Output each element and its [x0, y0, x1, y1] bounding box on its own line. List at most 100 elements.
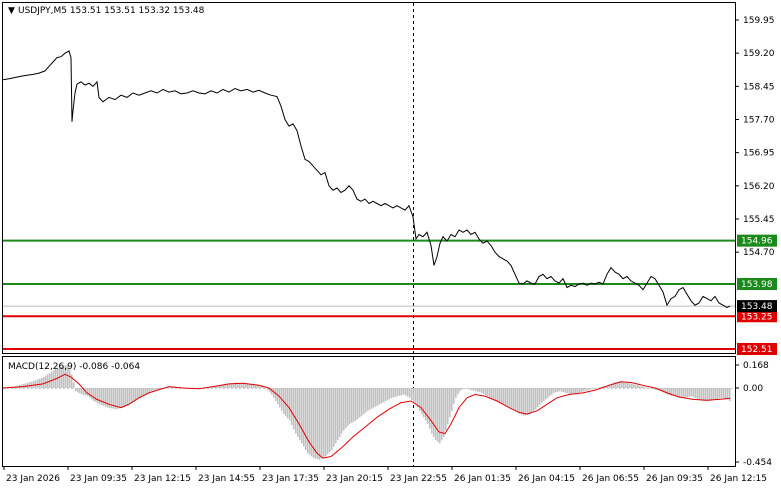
- macd-bar: [337, 388, 339, 441]
- macd-bar: [449, 388, 451, 418]
- macd-bar: [95, 388, 97, 403]
- macd-bar: [553, 388, 555, 393]
- x-tick-label-10: 26 Jan 09:35: [646, 474, 703, 484]
- macd-bar: [91, 388, 93, 400]
- macd-bar: [621, 381, 623, 388]
- macd-bar: [689, 388, 691, 397]
- macd-bar: [137, 388, 139, 400]
- macd-bar: [695, 388, 697, 399]
- macd-bar: [535, 388, 537, 410]
- macd-bar: [627, 382, 629, 388]
- macd-bar: [643, 386, 645, 388]
- macd-bar: [135, 388, 137, 401]
- macd-bar: [635, 384, 637, 388]
- macd-bar: [373, 388, 375, 408]
- macd-bar: [367, 388, 369, 411]
- macd-bar: [543, 388, 545, 402]
- macd-bar: [153, 388, 155, 391]
- macd-bar: [107, 388, 109, 408]
- macd-bar: [127, 388, 129, 406]
- macd-bar: [645, 387, 647, 388]
- macd-bar: [167, 387, 169, 388]
- macd-bar: [37, 379, 39, 388]
- macd-bar: [419, 388, 421, 411]
- macd-bar: [491, 388, 493, 399]
- macd-bar: [551, 388, 553, 395]
- macd-bar: [231, 383, 233, 388]
- macd-bar: [509, 388, 511, 409]
- macd-bar: [277, 388, 279, 405]
- macd-bar: [723, 388, 725, 399]
- macd-bar: [141, 388, 143, 397]
- macd-bar: [71, 374, 73, 388]
- macd-bar: [545, 388, 547, 400]
- macd-bar: [631, 383, 633, 388]
- macd-bar: [97, 388, 99, 404]
- x-tick-label-8: 26 Jan 04:15: [518, 474, 575, 484]
- x-tick-label-1: 23 Jan 09:35: [70, 474, 127, 484]
- macd-bar: [579, 388, 581, 393]
- macd-bar: [361, 388, 363, 416]
- macd-bar: [453, 388, 455, 405]
- macd-bar: [301, 388, 303, 444]
- macd-bar: [41, 377, 43, 388]
- y-tick-label-7: 154.70: [743, 248, 775, 258]
- macd-bar: [339, 388, 341, 437]
- macd-bar: [81, 388, 83, 395]
- macd-bar: [563, 388, 565, 393]
- macd-bar: [291, 388, 293, 425]
- macd-bar: [503, 388, 505, 405]
- macd-bar: [463, 388, 465, 389]
- macd-bar: [329, 388, 331, 453]
- macd-bar: [647, 387, 649, 389]
- y-tick-label-6: 155.45: [743, 215, 775, 225]
- macd-bar: [421, 388, 423, 415]
- macd-bar: [263, 387, 265, 388]
- macd-bar: [581, 388, 583, 392]
- macd-bar: [305, 388, 307, 450]
- macd-bar: [587, 388, 589, 391]
- macd-bar: [469, 388, 471, 390]
- macd-bar: [253, 384, 255, 388]
- macd-bar: [669, 388, 671, 396]
- macd-bar: [397, 388, 399, 397]
- macd-bar: [561, 388, 563, 392]
- macd-bar: [297, 388, 299, 437]
- macd-bar: [667, 388, 669, 395]
- macd-bar: [393, 388, 395, 398]
- macd-bar: [653, 388, 655, 390]
- macd-bar: [707, 388, 709, 402]
- macd-bar: [73, 382, 75, 388]
- macd-bar: [649, 388, 651, 389]
- symbol-dropdown-icon[interactable]: ▼: [8, 6, 15, 16]
- macd-bar: [89, 388, 91, 398]
- macd-bar: [529, 388, 531, 415]
- macd-bar: [499, 388, 501, 403]
- macd-bar: [341, 388, 343, 434]
- macd-bar: [377, 388, 379, 406]
- x-tick-label-5: 23 Jan 20:15: [326, 474, 383, 484]
- macd-bar: [101, 388, 103, 406]
- macd-bar: [719, 388, 721, 399]
- macd-bar: [485, 388, 487, 396]
- macd-bar: [599, 387, 601, 388]
- macd-bar: [729, 388, 731, 402]
- macd-bar: [365, 388, 367, 413]
- macd-bar: [691, 388, 693, 397]
- macd-bar: [93, 388, 95, 402]
- macd-bar: [513, 388, 515, 411]
- macd-bar: [461, 388, 463, 390]
- macd-bar: [495, 388, 497, 401]
- macd-bar: [257, 384, 259, 388]
- macd-bar: [431, 388, 433, 434]
- macd-bar: [275, 388, 277, 402]
- macd-bar: [149, 388, 151, 393]
- macd-bar: [411, 388, 413, 400]
- macd-bar: [241, 383, 243, 388]
- macd-bar: [687, 388, 689, 398]
- macd-bar: [497, 388, 499, 402]
- x-tick-label-7: 26 Jan 01:35: [454, 474, 511, 484]
- y-tick-label-4: 156.95: [743, 149, 775, 159]
- macd-bar: [637, 385, 639, 388]
